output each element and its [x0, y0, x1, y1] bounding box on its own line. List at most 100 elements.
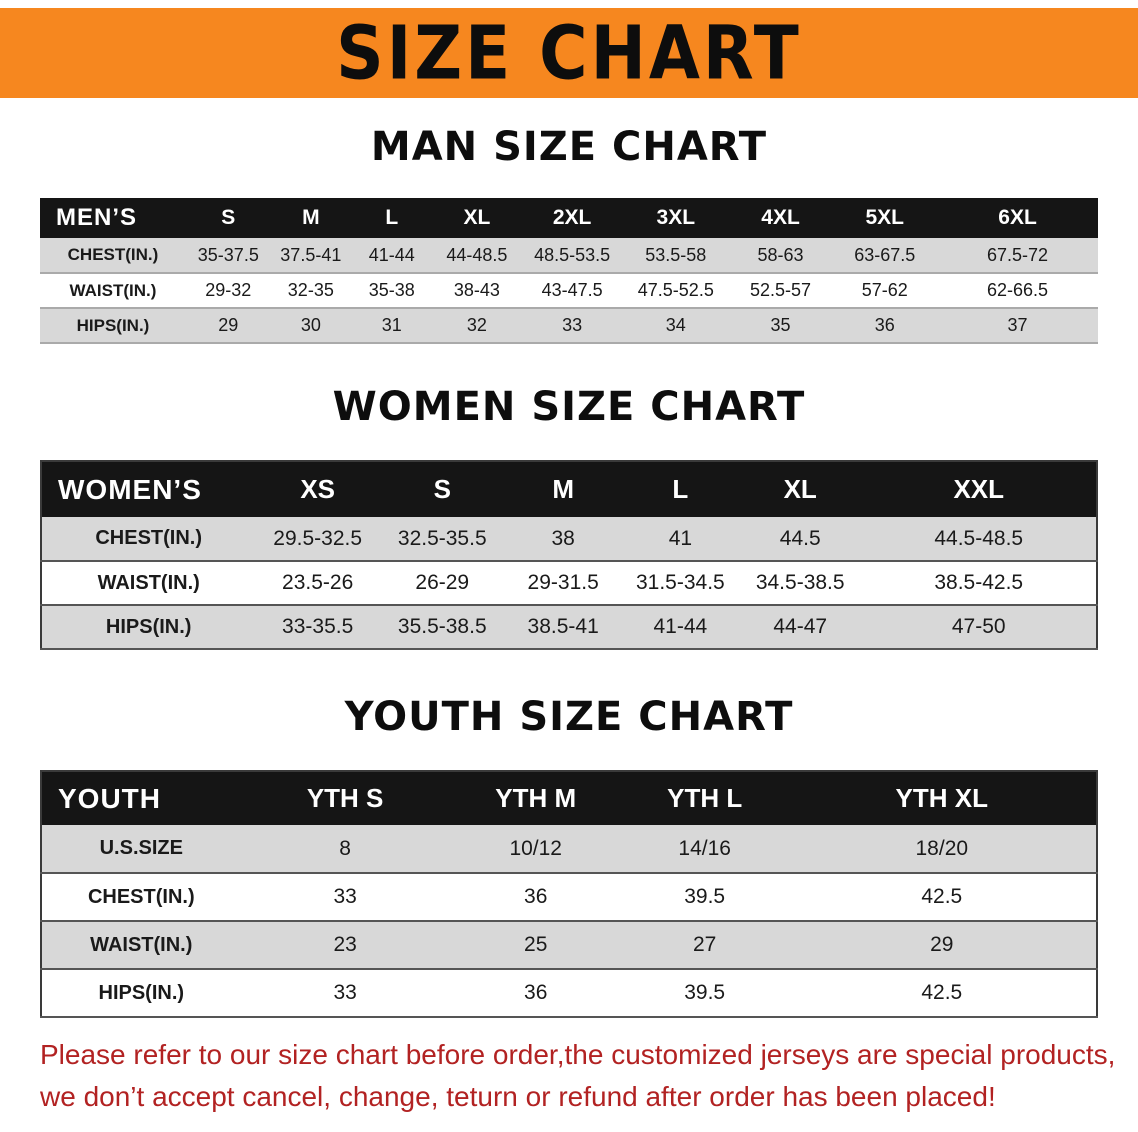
size-column-header: YTH M	[449, 771, 622, 825]
measurement-value: 37	[937, 308, 1098, 343]
measurement-value: 44-47	[738, 605, 862, 649]
measurement-row: HIPS(IN.) 33 36 39.5 42.5	[41, 969, 1097, 1017]
measurement-label: HIPS(IN.)	[41, 969, 241, 1017]
measurement-value: 23.5-26	[255, 561, 380, 605]
measurement-label: HIPS(IN.)	[40, 308, 186, 343]
measurement-value: 29-32	[186, 273, 271, 308]
measurement-value: 35	[728, 308, 833, 343]
youth-heading: YOUTH SIZE CHART	[344, 694, 794, 740]
size-column-header: L	[351, 198, 433, 238]
measurement-value: 23	[240, 921, 450, 969]
men-size-table: MEN’S S M L XL 2XL 3XL 4XL 5XL 6XL CHEST(IN.) 35-3…	[40, 198, 1098, 344]
measurement-value: 38-43	[432, 273, 522, 308]
measurement-value: 26-29	[379, 561, 505, 605]
measurement-value: 44-48.5	[432, 238, 522, 273]
measurement-value: 34.5-38.5	[738, 561, 862, 605]
measurement-label: CHEST(IN.)	[41, 517, 256, 561]
measurement-value: 29	[186, 308, 271, 343]
measurement-value: 47.5-52.5	[622, 273, 729, 308]
measurement-value: 53.5-58	[622, 238, 729, 273]
measurement-row: WAIST(IN.) 23.5-26 26-29 29-31.5 31.5-34.5 34…	[41, 561, 1097, 605]
measurement-label: U.S.SIZE	[41, 825, 241, 873]
measurement-value: 48.5-53.5	[521, 238, 623, 273]
measurement-label: CHEST(IN.)	[41, 873, 241, 921]
measurement-value: 33	[240, 969, 450, 1017]
measurement-value: 63-67.5	[832, 238, 938, 273]
measurement-value: 29-31.5	[504, 561, 622, 605]
size-column-header: XL	[432, 198, 522, 238]
measurement-value: 42.5	[787, 969, 1097, 1017]
women-size-table: WOMEN’S XS S M L XL XXL CHEST(IN.) 29.5-32.5 32.…	[40, 460, 1098, 650]
size-column-header: YTH S	[240, 771, 450, 825]
measurement-value: 67.5-72	[937, 238, 1098, 273]
measurement-row: CHEST(IN.) 33 36 39.5 42.5	[41, 873, 1097, 921]
measurement-value: 31.5-34.5	[621, 561, 739, 605]
size-column-header: M	[504, 461, 622, 517]
measurement-value: 31	[351, 308, 433, 343]
measurement-value: 36	[449, 969, 622, 1017]
measurement-row: HIPS(IN.) 33-35.5 35.5-38.5 38.5-41 41-44 44-…	[41, 605, 1097, 649]
measurement-value: 39.5	[621, 873, 788, 921]
measurement-label: WAIST(IN.)	[41, 561, 256, 605]
measurement-value: 36	[449, 873, 622, 921]
table-category-header: WOMEN’S	[41, 461, 256, 517]
measurement-label: WAIST(IN.)	[41, 921, 241, 969]
measurement-value: 32.5-35.5	[379, 517, 505, 561]
youth-size-table: YOUTH YTH S YTH M YTH L YTH XL U.S.SIZE 8 10/1…	[40, 770, 1098, 1018]
measurement-value: 37.5-41	[270, 238, 352, 273]
measurement-value: 58-63	[728, 238, 833, 273]
measurement-value: 47-50	[861, 605, 1097, 649]
men-heading: MAN SIZE CHART	[370, 124, 768, 170]
size-column-header: 2XL	[521, 198, 623, 238]
measurement-value: 27	[621, 921, 788, 969]
footer-note: Please refer to our size chart before or…	[40, 1034, 1138, 1118]
size-column-header: XS	[255, 461, 380, 517]
measurement-row: WAIST(IN.) 23 25 27 29	[41, 921, 1097, 969]
measurement-value: 38.5-42.5	[861, 561, 1097, 605]
size-column-header: YTH XL	[787, 771, 1097, 825]
measurement-value: 52.5-57	[728, 273, 833, 308]
size-column-header: YTH L	[621, 771, 788, 825]
footer-line-2: we don’t accept cancel, change, teturn o…	[40, 1081, 996, 1112]
measurement-value: 36	[832, 308, 938, 343]
size-column-header: S	[186, 198, 271, 238]
measurement-value: 57-62	[832, 273, 938, 308]
women-heading: WOMEN SIZE CHART	[332, 384, 806, 430]
size-column-header: 4XL	[728, 198, 833, 238]
size-column-header: S	[379, 461, 505, 517]
measurement-row: HIPS(IN.) 29 30 31 32 33 34 35 36 37	[40, 308, 1098, 343]
measurement-value: 41	[621, 517, 739, 561]
measurement-value: 34	[622, 308, 729, 343]
measurement-label: CHEST(IN.)	[40, 238, 186, 273]
youth-section: YOUTH SIZE CHART YOUTH YTH S YTH M YTH L YTH…	[0, 694, 1138, 1018]
measurement-value: 18/20	[787, 825, 1097, 873]
measurement-value: 38	[504, 517, 622, 561]
measurement-value: 35.5-38.5	[379, 605, 505, 649]
measurement-value: 14/16	[621, 825, 788, 873]
size-column-header: 5XL	[832, 198, 938, 238]
measurement-value: 10/12	[449, 825, 622, 873]
women-section: WOMEN SIZE CHART WOMEN’S XS S M L XL XXL CHEST…	[0, 384, 1138, 650]
measurement-value: 35-37.5	[186, 238, 271, 273]
measurement-value: 44.5	[738, 517, 862, 561]
women-header-row: WOMEN’S XS S M L XL XXL	[41, 461, 1097, 517]
measurement-value: 43-47.5	[521, 273, 623, 308]
measurement-value: 38.5-41	[504, 605, 622, 649]
measurement-value: 8	[240, 825, 450, 873]
size-column-header: 6XL	[937, 198, 1098, 238]
size-column-header: XL	[738, 461, 862, 517]
banner: SIZE CHART	[0, 8, 1138, 98]
men-section: MAN SIZE CHART MEN’S S M L XL 2XL 3XL 4XL 5XL 6XL…	[0, 124, 1138, 344]
footer-line-1: Please refer to our size chart before or…	[40, 1039, 1116, 1070]
measurement-row: CHEST(IN.) 29.5-32.5 32.5-35.5 38 41 44.5 44.5…	[41, 517, 1097, 561]
measurement-value: 29.5-32.5	[255, 517, 380, 561]
measurement-value: 33	[521, 308, 623, 343]
size-column-header: XXL	[861, 461, 1097, 517]
measurement-value: 39.5	[621, 969, 788, 1017]
measurement-value: 35-38	[351, 273, 433, 308]
measurement-value: 25	[449, 921, 622, 969]
measurement-value: 41-44	[621, 605, 739, 649]
measurement-label: HIPS(IN.)	[41, 605, 256, 649]
banner-title: SIZE CHART	[336, 9, 802, 97]
